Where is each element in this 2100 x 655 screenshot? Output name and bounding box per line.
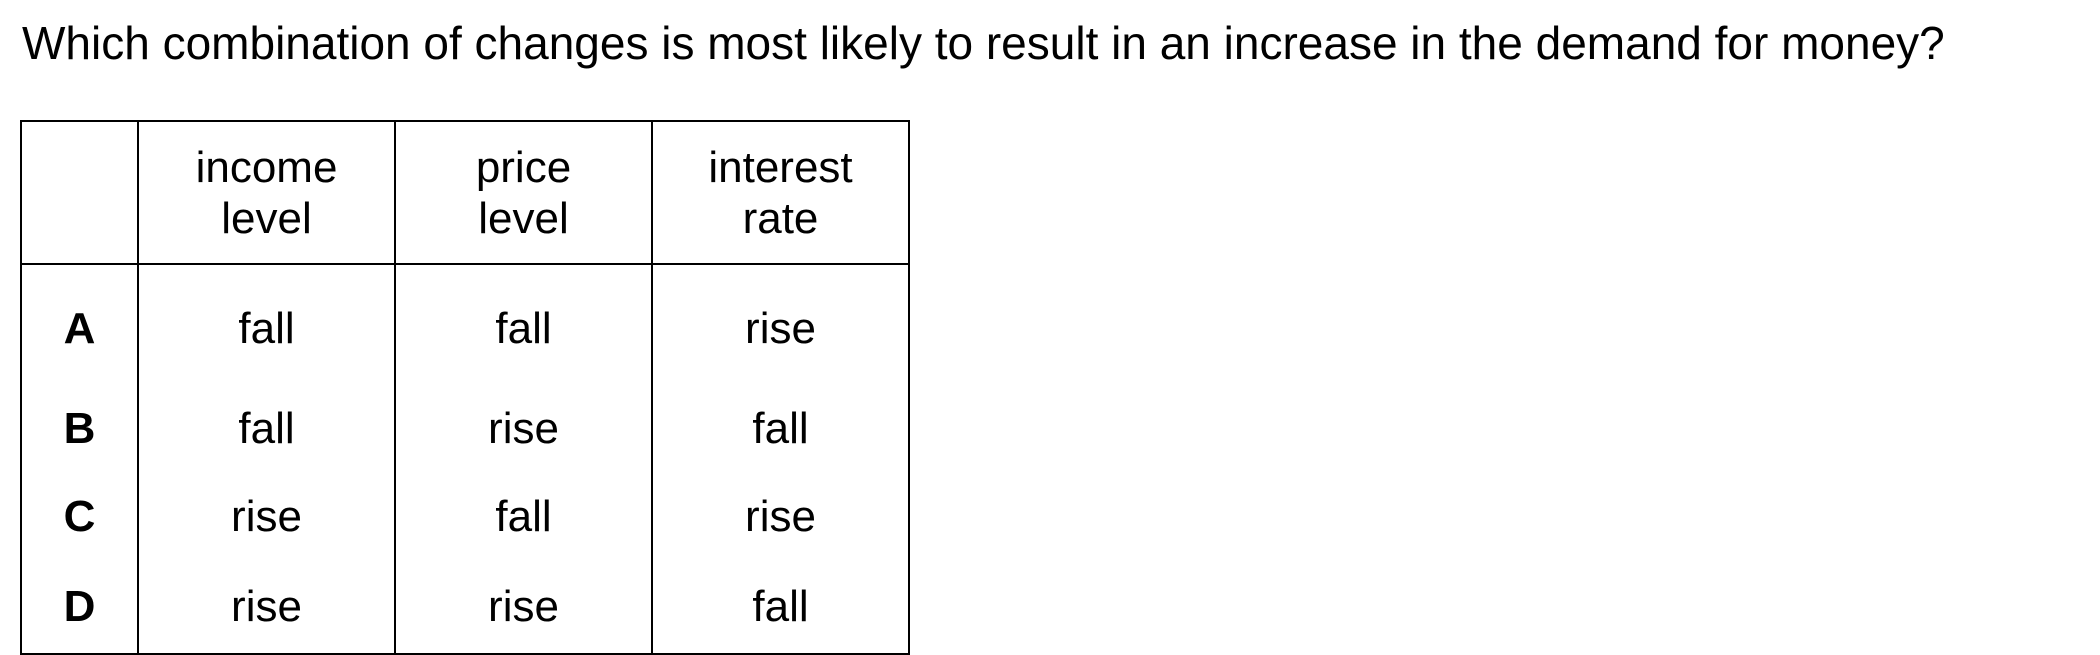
price-level-cell: rise: [394, 561, 653, 655]
question-text: Which combination of changes is most lik…: [22, 17, 1945, 69]
option-row-b: B fall rise fall: [20, 385, 910, 473]
income-level-cell: rise: [137, 473, 396, 561]
option-row-a: A fall fall rise: [20, 264, 910, 385]
price-level-cell: fall: [394, 473, 653, 561]
option-letter: A: [20, 264, 139, 385]
income-level-cell: rise: [137, 561, 396, 655]
table-header-row: income level price level interest rate: [20, 120, 910, 265]
interest-rate-cell: fall: [651, 561, 910, 655]
interest-rate-cell: rise: [651, 264, 910, 385]
option-row-d: D rise rise fall: [20, 561, 910, 655]
interest-rate-cell: rise: [651, 473, 910, 561]
interest-rate-cell: fall: [651, 385, 910, 473]
option-letter: B: [20, 385, 139, 473]
header-price-level: price level: [394, 120, 653, 265]
income-level-cell: fall: [137, 385, 396, 473]
option-letter: C: [20, 473, 139, 561]
options-table: income level price level interest rate A fa…: [20, 120, 910, 655]
option-row-c: C rise fall rise: [20, 473, 910, 561]
header-blank-cell: [20, 120, 139, 265]
header-income-level: income level: [137, 120, 396, 265]
option-letter: D: [20, 561, 139, 655]
income-level-cell: fall: [137, 264, 396, 385]
price-level-cell: rise: [394, 385, 653, 473]
price-level-cell: fall: [394, 264, 653, 385]
header-interest-rate: interest rate: [651, 120, 910, 265]
